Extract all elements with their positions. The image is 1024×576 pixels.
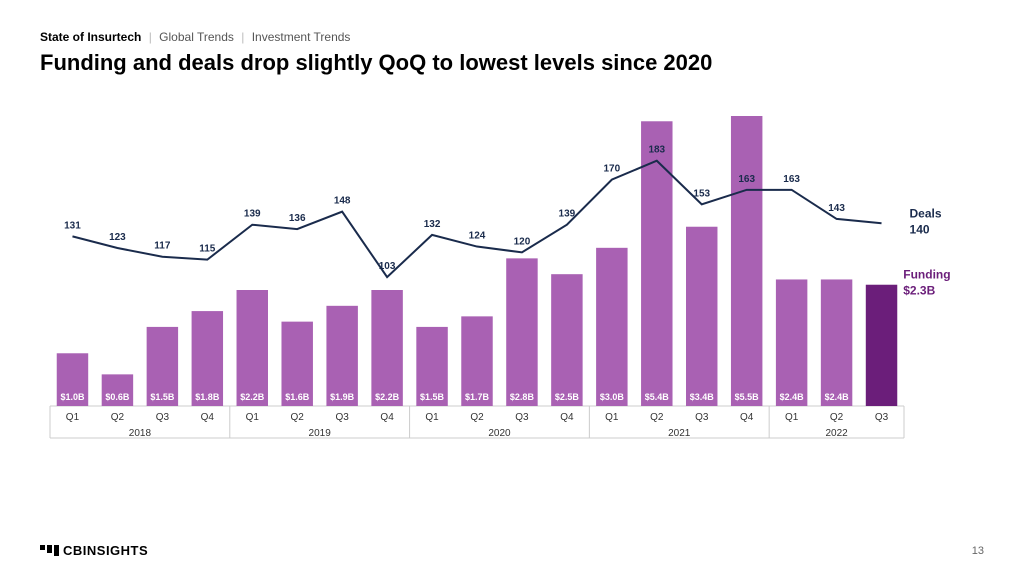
x-axis-quarter-label: Q4 bbox=[201, 412, 215, 423]
x-axis-quarter-label: Q3 bbox=[335, 412, 349, 423]
funding-bar-label: $0.6B bbox=[105, 392, 130, 402]
deals-point-label: 163 bbox=[738, 174, 755, 185]
breadcrumb: State of Insurtech | Global Trends | Inv… bbox=[40, 30, 984, 44]
funding-bar bbox=[371, 290, 402, 406]
funding-bar-label: $5.5B bbox=[735, 392, 760, 402]
funding-bar-label: $2.8B bbox=[510, 392, 535, 402]
deals-point-label: 115 bbox=[199, 244, 216, 255]
deals-series-value: 140 bbox=[910, 222, 930, 236]
x-axis-quarter-label: Q4 bbox=[380, 412, 394, 423]
x-axis-quarter-label: Q2 bbox=[830, 412, 844, 423]
x-axis-quarter-label: Q2 bbox=[291, 412, 305, 423]
funding-series-name: Funding bbox=[903, 268, 950, 282]
x-axis-quarter-label: Q1 bbox=[66, 412, 80, 423]
page-number: 13 bbox=[972, 545, 984, 557]
x-axis-year-label: 2020 bbox=[488, 428, 511, 439]
x-axis-quarter-label: Q1 bbox=[425, 412, 439, 423]
x-axis-quarter-label: Q3 bbox=[875, 412, 889, 423]
funding-bar bbox=[551, 274, 582, 406]
deals-point-label: 183 bbox=[648, 145, 665, 156]
breadcrumb-sep: | bbox=[149, 30, 152, 44]
cbinsights-logo: CBINSIGHTS bbox=[40, 543, 148, 558]
funding-bar bbox=[776, 279, 807, 406]
funding-bar bbox=[237, 290, 268, 406]
deals-point-label: 139 bbox=[244, 209, 261, 220]
deals-point-label: 136 bbox=[289, 213, 306, 224]
deals-point-label: 124 bbox=[469, 231, 486, 242]
x-axis-quarter-label: Q3 bbox=[156, 412, 170, 423]
funding-bar-label: $1.9B bbox=[330, 392, 355, 402]
deals-point-label: 163 bbox=[783, 174, 800, 185]
funding-series-value: $2.3B bbox=[903, 284, 935, 298]
funding-bar-label: $3.4B bbox=[690, 392, 715, 402]
deals-series-name: Deals bbox=[910, 206, 942, 220]
x-axis-quarter-label: Q1 bbox=[785, 412, 799, 423]
x-axis-quarter-label: Q3 bbox=[695, 412, 709, 423]
x-axis-quarter-label: Q2 bbox=[650, 412, 664, 423]
x-axis-year-label: 2022 bbox=[825, 428, 848, 439]
funding-bar bbox=[506, 258, 537, 406]
page-title: Funding and deals drop slightly QoQ to l… bbox=[40, 50, 984, 76]
funding-bar-label: $1.5B bbox=[420, 392, 445, 402]
deals-point-label: 170 bbox=[603, 164, 620, 175]
deals-point-label: 117 bbox=[154, 241, 171, 252]
x-axis-quarter-label: Q4 bbox=[740, 412, 754, 423]
funding-bar-label: $1.0B bbox=[60, 392, 85, 402]
deals-point-label: 148 bbox=[334, 196, 351, 207]
funding-bar-label: $3.0B bbox=[600, 392, 625, 402]
funding-bar-label: $1.7B bbox=[465, 392, 490, 402]
x-axis-year-label: 2018 bbox=[129, 428, 152, 439]
funding-bar bbox=[326, 306, 357, 406]
funding-bar bbox=[866, 285, 897, 406]
funding-deals-chart: $1.0B $0.6B $1.5B $1.8B $2.2B $1.6B $1.9B $2.2B… bbox=[40, 86, 984, 486]
funding-bar bbox=[731, 116, 762, 406]
funding-bar-label: $2.5B bbox=[555, 392, 580, 402]
funding-bar-label: $1.5B bbox=[150, 392, 175, 402]
funding-bar-label: $2.2B bbox=[375, 392, 400, 402]
funding-bar bbox=[596, 248, 627, 406]
funding-bar bbox=[821, 279, 852, 406]
deals-point-label: 139 bbox=[559, 209, 576, 220]
x-axis-year-label: 2019 bbox=[309, 428, 332, 439]
x-axis-quarter-label: Q4 bbox=[560, 412, 574, 423]
breadcrumb-part1: State of Insurtech bbox=[40, 30, 141, 44]
x-axis-quarter-label: Q1 bbox=[605, 412, 619, 423]
x-axis-year-label: 2021 bbox=[668, 428, 691, 439]
funding-bar bbox=[641, 121, 672, 406]
funding-bar-label: $5.4B bbox=[645, 392, 670, 402]
deals-point-label: 120 bbox=[514, 236, 531, 247]
deals-point-label: 131 bbox=[64, 220, 81, 231]
deals-point-label: 103 bbox=[379, 261, 396, 272]
funding-bar-label: $2.2B bbox=[240, 392, 265, 402]
funding-bar-label: $1.6B bbox=[285, 392, 310, 402]
funding-bar-label: $2.4B bbox=[780, 392, 805, 402]
logo-text: CBINSIGHTS bbox=[63, 543, 148, 558]
funding-bar-label: $2.4B bbox=[825, 392, 850, 402]
x-axis-quarter-label: Q2 bbox=[470, 412, 484, 423]
deals-point-label: 143 bbox=[828, 203, 845, 214]
x-axis-quarter-label: Q1 bbox=[246, 412, 260, 423]
breadcrumb-part3: Investment Trends bbox=[252, 30, 351, 44]
logo-icon bbox=[40, 545, 59, 556]
deals-point-label: 123 bbox=[109, 232, 126, 243]
funding-bar bbox=[686, 227, 717, 406]
breadcrumb-part2: Global Trends bbox=[159, 30, 234, 44]
deals-point-label: 132 bbox=[424, 219, 441, 230]
deals-point-label: 153 bbox=[693, 188, 710, 199]
funding-bar-label: $1.8B bbox=[195, 392, 220, 402]
x-axis-quarter-label: Q2 bbox=[111, 412, 125, 423]
x-axis-quarter-label: Q3 bbox=[515, 412, 529, 423]
breadcrumb-sep: | bbox=[241, 30, 244, 44]
